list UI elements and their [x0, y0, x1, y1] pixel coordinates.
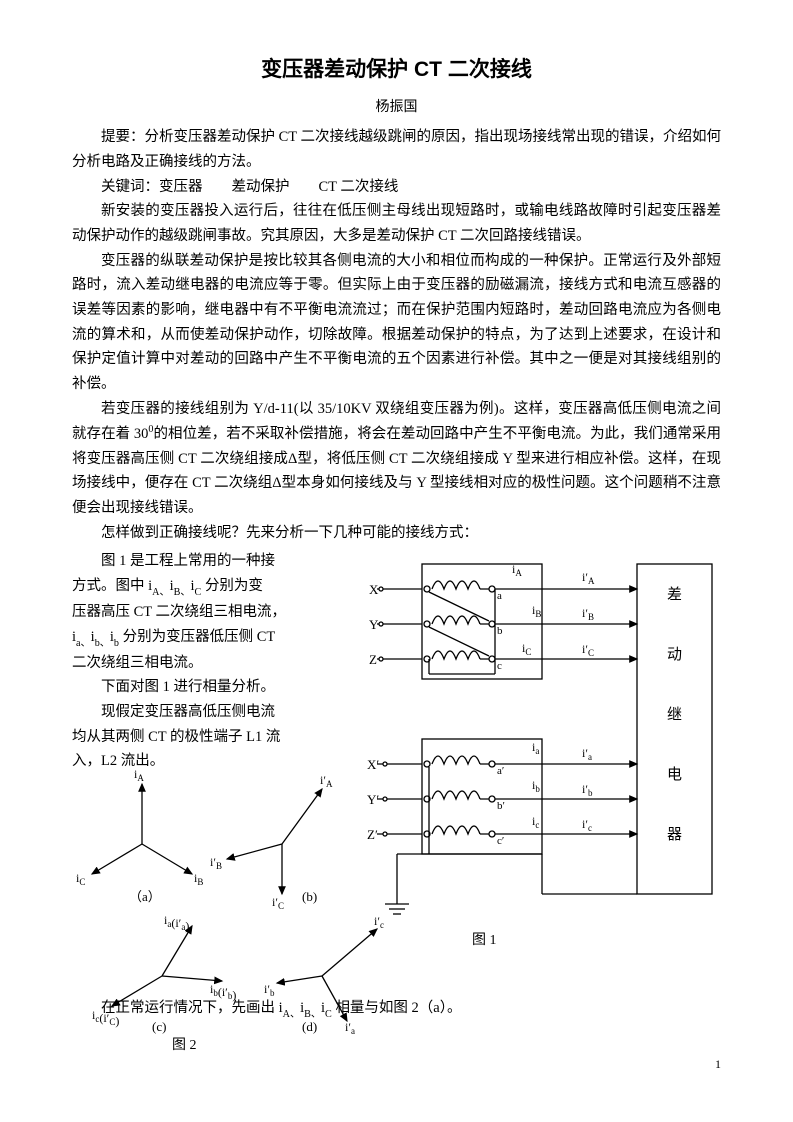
- svg-text:ic: ic: [532, 814, 539, 830]
- paragraph-2: 变压器的纵联差动保护是按比较其各侧电流的大小和相位而构成的一种保护。正常运行及外…: [72, 249, 721, 397]
- svg-text:b′: b′: [497, 800, 505, 812]
- svg-text:iB: iB: [194, 871, 203, 887]
- paragraph-3: 若变压器的接线组别为 Y/d-11(以 35/10KV 双绕组变压器为例)。这样…: [72, 397, 721, 521]
- svg-text:Z: Z: [369, 652, 377, 667]
- svg-text:iC: iC: [522, 641, 531, 657]
- svg-text:i′C: i′C: [272, 895, 284, 909]
- svg-text:i′c: i′c: [374, 914, 384, 930]
- svg-text:iC: iC: [76, 871, 85, 887]
- figure-2-caption: 图 2: [172, 1034, 197, 1058]
- left-text-column: 图 1 是工程上常用的一种接 方式。图中 iA、iB、iC 分别为变 压器高压 …: [72, 549, 342, 774]
- lt8: 均从其两侧 CT 的极性端子 L1 流: [72, 725, 342, 750]
- svg-text:i′a: i′a: [582, 746, 592, 762]
- svg-text:X: X: [369, 582, 379, 597]
- phasor-diagrams-ab: iA iB iC （a） i′A i′C i′B (b): [72, 764, 372, 909]
- paragraph-4: 怎样做到正确接线呢？先来分析一下几种可能的接线方式：: [72, 521, 721, 546]
- svg-text:ia: ia: [532, 740, 539, 756]
- svg-text:i′A: i′A: [320, 773, 333, 789]
- author: 杨振国: [72, 96, 721, 120]
- figure-1-diagram: a iA i′A X b iB i′B Y: [367, 559, 727, 929]
- svg-text:(b): (b): [302, 889, 317, 904]
- svg-text:差: 差: [667, 586, 682, 603]
- svg-text:iB: iB: [532, 603, 541, 619]
- svg-text:ia(i′a): ia(i′a): [164, 913, 189, 933]
- svg-text:a′: a′: [497, 765, 504, 777]
- svg-text:i′b: i′b: [582, 782, 593, 798]
- svg-text:器: 器: [667, 827, 682, 843]
- lt7: 现假定变压器高低压侧电流: [72, 700, 342, 725]
- page-number: 1: [715, 1054, 721, 1074]
- figure-1-caption: 图 1: [472, 929, 497, 953]
- figure-area: 图 1 是工程上常用的一种接 方式。图中 iA、iB、iC 分别为变 压器高压 …: [72, 549, 721, 1049]
- svg-text:c′: c′: [497, 835, 504, 847]
- svg-text:ib: ib: [532, 778, 540, 794]
- keywords: 关键词：变压器 差动保护 CT 二次接线: [72, 175, 721, 200]
- svg-text:i′A: i′A: [582, 570, 595, 586]
- svg-text:i′C: i′C: [582, 642, 594, 658]
- paragraph-1: 新安装的变压器投入运行后，往往在低压侧主母线出现短路时，或输电线路故障时引起变压…: [72, 199, 721, 248]
- abstract: 提要：分析变压器差动保护 CT 二次接线越级跳闸的原因，指出现场接线常出现的错误…: [72, 125, 721, 174]
- lt6: 下面对图 1 进行相量分析。: [72, 675, 342, 700]
- svg-text:继: 继: [667, 706, 682, 723]
- lt2: 方式。图中 iA、iB、iC 分别为变: [72, 574, 342, 600]
- p3-suffix: 的相位差，若不采取补偿措施，将会在差动回路中产生不平衡电流。为此，我们通常采用将…: [72, 426, 721, 516]
- svg-text:（a）: （a）: [129, 889, 161, 904]
- svg-text:a: a: [497, 590, 502, 602]
- lt1: 图 1 是工程上常用的一种接: [72, 549, 342, 574]
- svg-text:b: b: [497, 625, 503, 637]
- lt3: 压器高压 CT 二次绕组三相电流，: [72, 600, 342, 625]
- svg-text:iA: iA: [134, 767, 144, 783]
- svg-text:i′a: i′a: [345, 1020, 355, 1036]
- svg-text:c: c: [497, 660, 502, 672]
- bottom-paragraph: 在正常运行情况下，先画出 iA、iB、iC 相量与如图 2（a）。: [72, 996, 721, 1022]
- lt5: 二次绕组三相电流。: [72, 651, 342, 676]
- svg-text:电: 电: [667, 766, 682, 783]
- svg-text:i′B: i′B: [582, 606, 594, 622]
- svg-text:Y: Y: [369, 617, 379, 632]
- svg-text:i′c: i′c: [582, 817, 592, 833]
- svg-text:动: 动: [667, 646, 682, 663]
- svg-text:i′B: i′B: [210, 855, 222, 871]
- lt4: ia、ib、ib 分别为变压器低压侧 CT: [72, 625, 342, 651]
- page-title: 变压器差动保护 CT 二次接线: [72, 52, 721, 88]
